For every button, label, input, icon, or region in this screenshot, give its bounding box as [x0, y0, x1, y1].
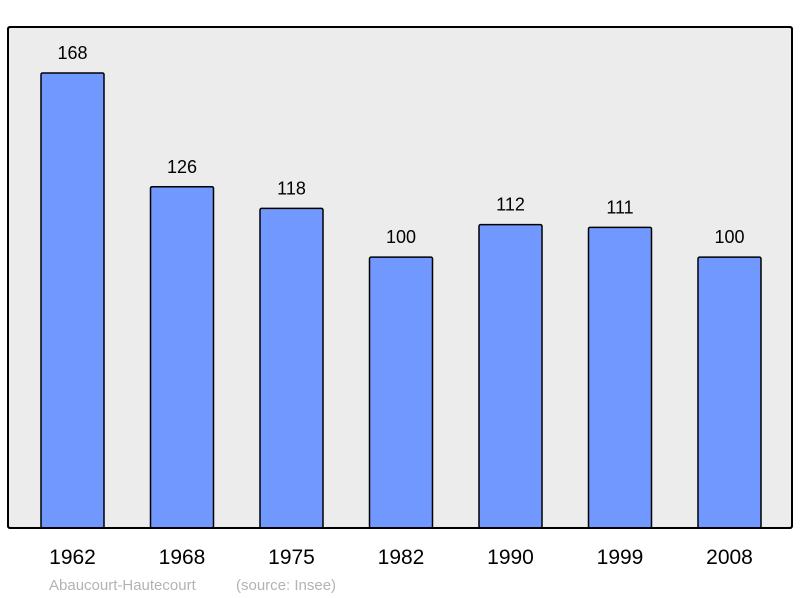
data-label-1990: 112	[496, 195, 525, 215]
bar-1962	[40, 72, 105, 529]
plot-frame	[7, 26, 793, 529]
bar-1975	[259, 207, 324, 529]
x-tick-1975: 1975	[268, 546, 315, 569]
x-tick-1999: 1999	[597, 546, 644, 569]
footer-source: (source: Insee)	[236, 577, 336, 594]
x-tick-1990: 1990	[487, 546, 534, 569]
x-tick-1962: 1962	[49, 546, 96, 569]
x-tick-2008: 2008	[706, 546, 753, 569]
data-label-1982: 100	[386, 227, 416, 247]
bar-1999	[587, 226, 653, 529]
bar-1968	[149, 186, 215, 529]
bar-1982	[368, 256, 434, 529]
bar-2008	[697, 256, 762, 529]
data-label-1975: 118	[277, 178, 306, 198]
bar-1990	[478, 223, 543, 529]
data-label-2008: 100	[714, 227, 744, 247]
x-tick-1968: 1968	[159, 546, 206, 569]
footer-commune: Abaucourt-Hautecourt	[49, 577, 197, 594]
x-tick-1982: 1982	[378, 546, 425, 569]
data-label-1999: 111	[606, 197, 633, 217]
data-label-1962: 168	[57, 43, 87, 63]
data-label-1968: 126	[167, 157, 197, 177]
